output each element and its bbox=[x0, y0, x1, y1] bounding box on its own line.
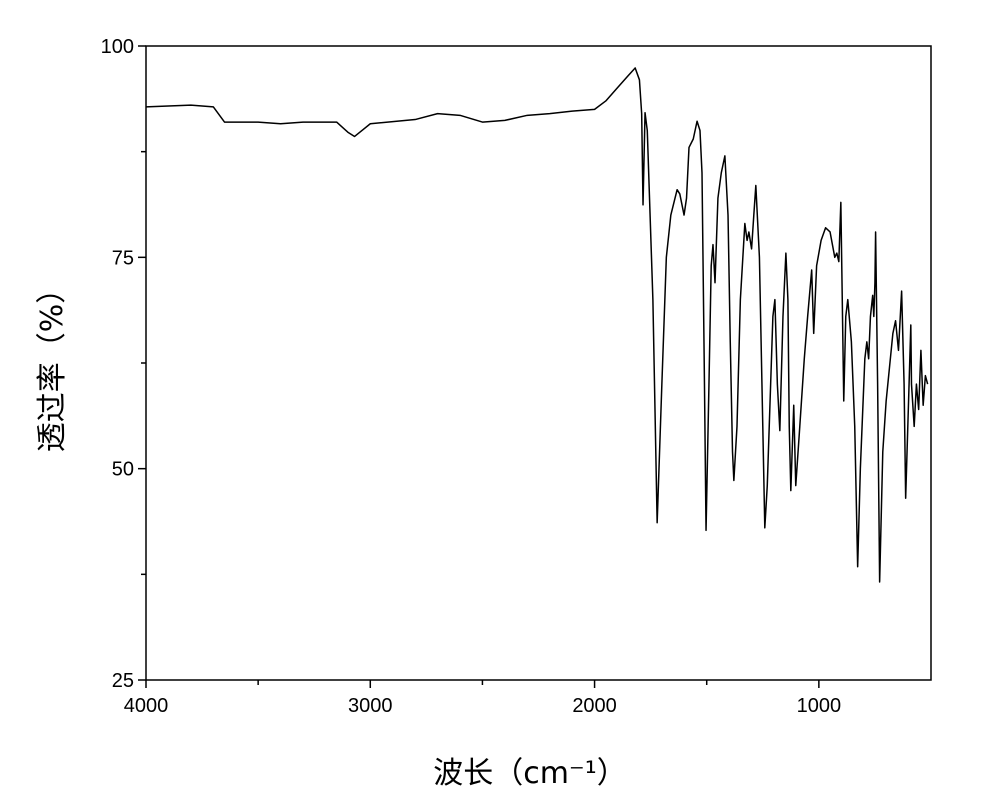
plot-frame bbox=[145, 45, 932, 681]
y-tick-label: 75 bbox=[112, 247, 134, 269]
x-tick-label: 4000 bbox=[124, 695, 169, 717]
y-tick-label: 25 bbox=[112, 670, 134, 692]
y-axis-label: 透过率（%） bbox=[35, 274, 70, 453]
x-tick-label: 3000 bbox=[348, 695, 393, 717]
spectrum-line bbox=[145, 67, 929, 583]
x-axis-label: 波长（cm⁻¹） bbox=[433, 756, 627, 791]
y-tick-label: 50 bbox=[112, 459, 134, 481]
y-tick-label: 100 bbox=[101, 36, 134, 58]
x-tick-label: 1000 bbox=[797, 695, 842, 717]
x-tick-label: 2000 bbox=[572, 695, 617, 717]
